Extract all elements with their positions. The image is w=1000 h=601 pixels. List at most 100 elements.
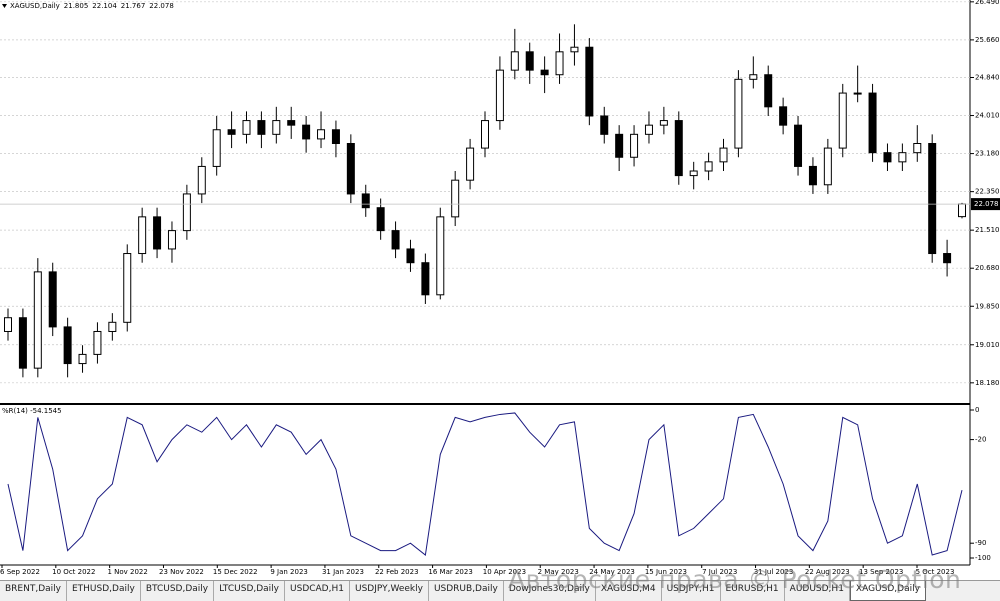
y-tick-label: 24.840 [975,73,1000,81]
candle-body [689,170,698,177]
candle-body [436,216,445,296]
candle-body [123,253,132,323]
header-text: 22.104 [92,2,117,10]
candle-body [48,271,57,328]
candle-body [525,51,534,71]
tab[interactable]: USDJPY,H1 [662,581,721,601]
candle-body [302,124,311,140]
x-tick-label: 7 Jul 2023 [702,568,737,576]
candle-body [421,262,430,296]
x-tick-label: 6 Sep 2022 [0,568,40,576]
candle-body [943,253,952,264]
y-tick-label: 20.680 [975,264,1000,272]
tab[interactable]: USDCAD,H1 [285,581,350,601]
x-tick-label: 9 Jan 2023 [270,568,308,576]
x-tick-label: 2 May 2023 [538,568,579,576]
watermark: Авторские права © Pocket Option [508,565,962,594]
y-tick-label: 22.350 [975,188,1000,196]
candle-body [615,133,624,158]
candle-body [779,106,788,126]
tab[interactable]: LTCUSD,Daily [214,581,286,601]
x-tick-label: 10 Apr 2023 [483,568,526,576]
x-tick-label: 31 Jan 2023 [322,568,364,576]
candle-body [242,120,251,135]
candle-body [4,317,12,332]
candle-body [734,78,743,149]
chart: XAGUSD,Daily 21.805 22.104 21.767 22.078 26.… [0,0,1000,576]
header-text: 21.805 [64,2,89,10]
candle-body [391,230,400,250]
candle-body [331,129,340,145]
candle-body [376,207,385,232]
tab[interactable]: ETHUSD,Daily [67,581,141,601]
header: XAGUSD,Daily 21.805 22.104 21.767 22.078 [10,2,174,10]
candle-body [540,69,549,76]
candle-body [600,115,609,135]
candle-body [153,216,162,250]
candle-body [197,165,206,195]
y-tick-label: 25.660 [975,36,1000,44]
candle-body [928,143,937,255]
candle-body [719,147,728,163]
candle-body [630,133,639,158]
candle-body [406,248,415,264]
candle-body [764,74,773,108]
candle-body [674,120,683,177]
header-text: 22.078 [149,2,174,10]
candle-body [212,129,221,167]
tab[interactable]: DowJones30,Daily [504,581,596,601]
x-tick-label: 22 Feb 2023 [375,568,419,576]
last-price-label: 22.078 [974,200,999,208]
x-tick-label: 16 Mar 2023 [428,568,472,576]
y-tick-label: -100 [975,554,991,562]
candle-body [287,120,296,126]
candle-body [93,330,102,355]
candle-body [808,165,817,186]
tab-bar: BRENT,Daily ETHUSD,Daily BTCUSD,Daily LTCUS… [0,580,1000,601]
x-tick-label: 10 Oct 2022 [52,568,95,576]
candle-body [749,74,758,80]
last-price-box [971,198,1000,211]
x-tick-label: 22 Aug 2023 [805,568,850,576]
candle-body [913,143,922,154]
candle-body [958,203,966,218]
candle-body [138,216,147,255]
tab[interactable]: BTCUSD,Daily [141,581,215,601]
candle-body [63,326,72,365]
candle-body [570,46,579,53]
candle-body [317,129,326,140]
candle-body [853,92,862,95]
y-tick-label: -90 [975,539,986,547]
header-arrow [2,4,7,8]
candle-body [257,120,266,135]
candle-body [481,120,489,149]
candle-body [495,69,504,122]
candle-body [466,147,475,181]
tab[interactable]: EURUSD,H1 [721,581,785,601]
candle-body [704,161,713,172]
indicator-line [7,412,963,556]
candle-body [823,147,832,186]
candle-body [838,92,847,149]
tab[interactable]: AUDUSD,H1 [785,581,850,601]
tab[interactable]: XAGUSD,M4 [596,581,662,601]
y-tick-label: 18.180 [975,379,1000,387]
x-tick-label: 23 Nov 2022 [159,568,204,576]
candle-body [644,124,653,135]
header-text: 21.767 [121,2,146,10]
candle-body [451,179,460,218]
candle-body [585,46,594,117]
candle-body [78,353,87,365]
tab[interactable]: USDRUB,Daily [429,581,504,601]
x-tick-label: 31 Jul 2023 [754,568,794,576]
y-tick-label: 0 [975,406,979,414]
candle-body [108,321,117,332]
x-tick-label: 15 Jun 2023 [645,568,687,576]
header-text: XAGUSD,Daily [10,2,60,10]
candle-body [898,152,907,163]
tab[interactable]: USDJPY,Weekly [350,581,429,601]
tab[interactable]: BRENT,Daily [0,581,67,601]
x-tick-label: 13 Sep 2023 [859,568,903,576]
candle-body [361,193,370,209]
